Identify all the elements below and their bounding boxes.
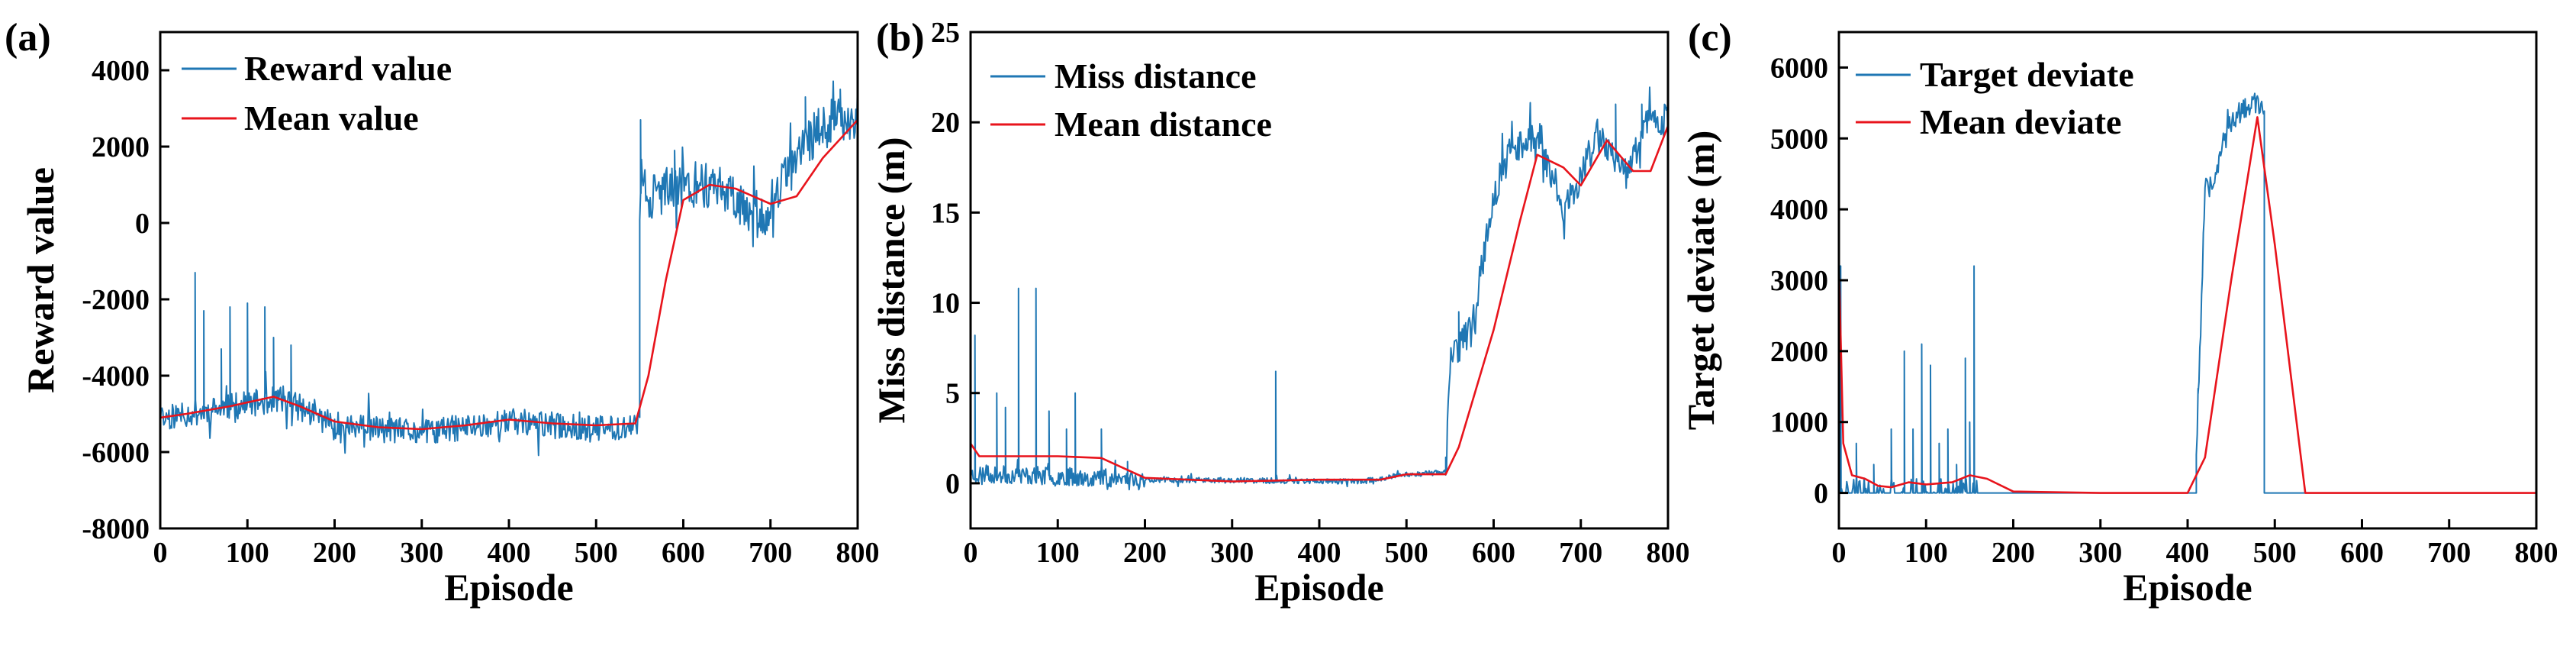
panel-a-xtick-label-7: 700: [749, 537, 792, 569]
panel-c-xtick-label-4: 400: [2166, 537, 2210, 569]
panel-c-ytick-label-6: 6000: [1770, 52, 1828, 84]
panel-a-xlabel: Episode: [444, 566, 574, 609]
panel-a-ytick-label-1: -6000: [82, 437, 150, 469]
panel-a-ytick-label-6: 4000: [92, 55, 150, 87]
panel-a-ytick-label-2: -4000: [82, 360, 150, 392]
panel-c-ytick-label-0: 0: [1814, 478, 1828, 510]
panel-b-xtick-label-7: 700: [1559, 537, 1602, 569]
legend-c-mean-label: Mean deviate: [1920, 102, 2121, 141]
panel-a: (a) 0 100 200 300 400 500 600 700 800 -8000 -6000 -…: [5, 16, 880, 609]
panel-b-xtick-label-6: 600: [1472, 537, 1515, 569]
panel-a-legend: Reward value Mean value: [182, 49, 452, 137]
panel-b-xtick-label-3: 300: [1210, 537, 1254, 569]
panel-b-xtick-label-0: 0: [964, 537, 978, 569]
panel-c-xtick-label-5: 500: [2253, 537, 2297, 569]
panel-b-ylabel: Miss distance (m): [870, 137, 913, 424]
panel-b-xtick-label-4: 400: [1298, 537, 1341, 569]
panel-a-xtick-label-6: 600: [662, 537, 705, 569]
panel-c-xtick-label-3: 300: [2079, 537, 2122, 569]
panel-a-lines: [160, 74, 858, 457]
legend-c-raw-label: Target deviate: [1920, 55, 2134, 94]
panel-c-xtick-label-1: 100: [1905, 537, 1948, 569]
panel-b-xlabel: Episode: [1254, 566, 1384, 609]
panel-b-series-mean-line: [971, 125, 1668, 483]
panel-b-xtick-label-8: 800: [1647, 537, 1690, 569]
panel-c-ytick-label-3: 3000: [1770, 265, 1828, 297]
panel-c-xtick-label-6: 600: [2340, 537, 2384, 569]
panel-c-xtick-label-0: 0: [1832, 537, 1847, 569]
panel-a-ytick-label-0: -8000: [82, 513, 150, 545]
panel-b-letter: (b): [876, 16, 925, 60]
panel-c-ytick-label-5: 5000: [1770, 123, 1828, 155]
panel-c-xtick-label-7: 700: [2427, 537, 2471, 569]
panel-a-series-mean-line: [160, 119, 858, 431]
panel-b-ytick-label-2: 10: [931, 288, 960, 320]
panel-a-ytick-label-4: 0: [135, 208, 150, 240]
legend-a-mean-label: Mean value: [244, 99, 419, 137]
panel-b-ytick-label-4: 20: [931, 107, 960, 139]
panel-c-ylabel: Target deviate (m): [1679, 131, 1722, 430]
panel-c-series-raw-line: [1839, 92, 2536, 494]
panel-a-ytick-label-5: 2000: [92, 131, 150, 163]
panel-c-ytick-label-4: 4000: [1770, 194, 1828, 226]
panel-a-xtick-label-1: 100: [226, 537, 269, 569]
panel-c-ytick-label-1: 1000: [1770, 407, 1828, 439]
panel-a-ylabel: Reward value: [19, 167, 62, 393]
panel-c: (c) 0 100 200 300 400 500 600 700 800 0 1000 2000 30…: [1679, 16, 2558, 609]
panel-c-xtick-label-2: 200: [1992, 537, 2035, 569]
panel-c-legend: Target deviate Mean deviate: [1856, 55, 2134, 141]
panel-a-xtick-label-2: 200: [313, 537, 356, 569]
panel-c-xtick-label-8: 800: [2515, 537, 2558, 569]
panel-c-ticks: 0 100 200 300 400 500 600 700 800 0 1000 2000 3000 40…: [1770, 52, 2558, 569]
panel-c-xlabel: Episode: [2123, 566, 2252, 609]
panel-a-xtick-label-8: 800: [836, 537, 880, 569]
panel-a-xtick-label-4: 400: [488, 537, 531, 569]
panel-c-letter: (c): [1688, 16, 1732, 60]
panel-c-series-mean-line: [1839, 116, 2536, 494]
panel-b-legend: Miss distance Mean distance: [990, 57, 1272, 144]
panel-b-ytick-label-5: 25: [931, 17, 960, 49]
panel-a-xtick-label-5: 500: [575, 537, 618, 569]
panel-c-ytick-label-2: 2000: [1770, 336, 1828, 368]
panel-a-xtick-label-3: 300: [400, 537, 443, 569]
panel-b-xtick-label-5: 500: [1385, 537, 1428, 569]
legend-b-mean-label: Mean distance: [1055, 105, 1272, 144]
panel-b-ytick-label-1: 5: [945, 378, 960, 410]
panel-b-series-raw-line: [971, 86, 1668, 491]
panel-b-ticks: 0 100 200 300 400 500 600 700 800 0 5 10 15 20 25: [931, 17, 1690, 569]
legend-b-raw-label: Miss distance: [1055, 57, 1257, 95]
panel-b-xtick-label-1: 100: [1036, 537, 1080, 569]
panel-a-xtick-label-0: 0: [153, 537, 168, 569]
panel-b: (b) 0 100 200 300 400 500 600 700 8000510152025 …: [870, 16, 1690, 609]
panel-a-ticks: 0 100 200 300 400 500 600 700 800 -8000 -6000 -4000…: [82, 55, 879, 569]
panel-b-ytick-label-0: 0: [945, 468, 960, 500]
panel-b-xtick-label-2: 200: [1123, 537, 1167, 569]
panel-a-ytick-label-3: -2000: [82, 284, 150, 316]
panel-b-ytick-label-3: 15: [931, 197, 960, 229]
panel-b-lines: [971, 86, 1668, 491]
panel-c-lines: [1839, 92, 2536, 494]
panel-a-letter: (a): [5, 16, 51, 60]
legend-a-raw-label: Reward value: [244, 49, 452, 88]
